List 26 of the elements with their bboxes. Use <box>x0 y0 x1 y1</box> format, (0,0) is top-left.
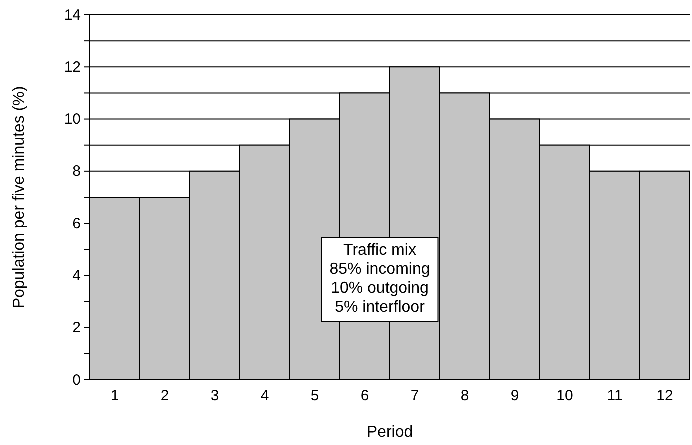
y-axis-title: Population per five minutes (%) <box>11 86 28 309</box>
x-tick-label: 10 <box>556 388 574 405</box>
annotation: Traffic mix <box>344 242 416 259</box>
y-tick-label: 6 <box>72 215 81 232</box>
annotation: 10% outgoing <box>331 280 429 297</box>
x-tick-label: 2 <box>160 388 170 405</box>
x-tick-label: 5 <box>310 388 320 405</box>
y-tick-label: 10 <box>64 111 81 128</box>
x-tick-label: 7 <box>410 388 420 405</box>
x-tick-label: 4 <box>260 388 270 405</box>
x-tick-label: 9 <box>510 388 520 405</box>
y-tick-label: 12 <box>64 58 81 76</box>
y-tick-label: 8 <box>72 163 81 180</box>
y-tick-label: 14 <box>64 6 81 24</box>
x-axis-title: Period <box>366 424 414 441</box>
x-tick-label: 6 <box>360 388 370 405</box>
x-tick-label: 11 <box>607 388 623 405</box>
annotation: 85% incoming <box>330 261 430 278</box>
x-tick-label: 1 <box>110 388 120 405</box>
y-tick-label: 4 <box>72 268 81 285</box>
annotation: 5% interfloor <box>335 299 426 316</box>
x-tick-label: 12 <box>656 388 674 405</box>
x-tick-label: 8 <box>460 388 470 405</box>
y-tick-label: 2 <box>72 320 81 337</box>
y-tick-label: 0 <box>72 372 81 389</box>
x-tick-label: 3 <box>210 388 220 405</box>
